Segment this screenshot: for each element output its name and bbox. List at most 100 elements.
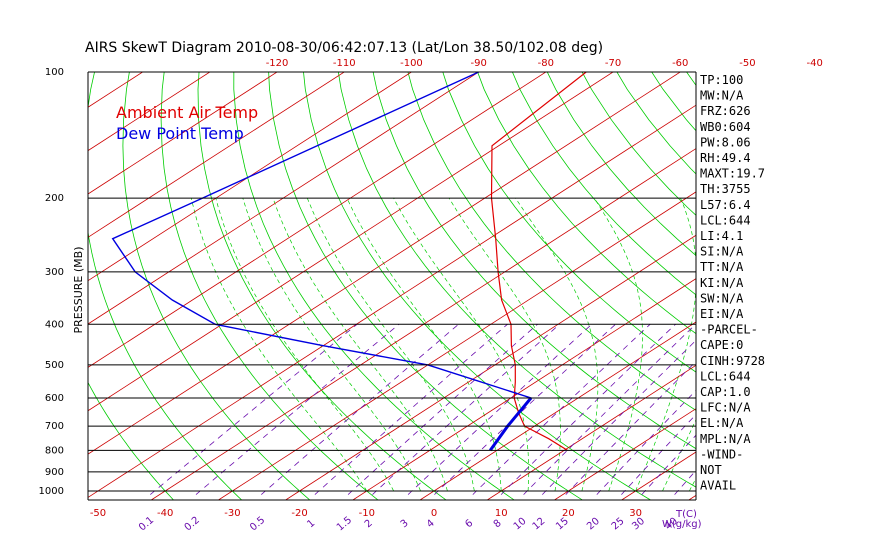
side-panel-line: CINH:9728: [700, 354, 765, 368]
isotherm-line: [88, 72, 614, 412]
bottom-temp-tick-label: -30: [224, 508, 240, 519]
top-temp-tick-labels: -120 -110 -100 -90 -80 -70 -60 -50 -40: [266, 58, 823, 69]
side-panel-line: L57:6.4: [700, 198, 751, 212]
mixing-ratio-line: [261, 323, 459, 495]
pressure-tick-label: 300: [45, 267, 64, 278]
x-axis-label: T(C): [675, 509, 697, 520]
mixing-ratio-lines: [150, 323, 696, 495]
isotherm-line: [420, 321, 696, 500]
side-panel-line: NOT: [700, 463, 722, 477]
y-axis-label: PRESSURE (MB): [72, 247, 85, 334]
dry-adiabat-line: [511, 72, 696, 296]
isotherm-line: [88, 72, 345, 238]
side-panel-line: MPL:N/A: [700, 432, 751, 446]
mixing-ratio-line: [621, 413, 696, 495]
top-temp-tick-label: -110: [333, 58, 356, 69]
moist-adiabat-line: [346, 197, 502, 491]
side-panel-line: -WIND-: [700, 447, 743, 461]
mixing-ratio-line: [523, 324, 696, 495]
dry-adiabat-line: [160, 72, 379, 500]
mixing-ratio-line: [434, 324, 616, 495]
dry-adiabat-line: [372, 72, 696, 450]
grid-lines: [0, 53, 870, 500]
top-temp-tick-label: -120: [266, 58, 289, 69]
pressure-tick-label: 200: [45, 193, 64, 204]
moist-adiabat-line: [242, 197, 421, 492]
side-panel-line: CAPE:0: [700, 338, 743, 352]
mixing-ratio-tick-label: 0.1: [137, 515, 156, 534]
dry-adiabat-line: [407, 72, 696, 411]
isotherm-line: [554, 408, 696, 500]
side-panel-line: FRZ:626: [700, 104, 751, 118]
mixing-ratio-line: [565, 360, 696, 495]
dry-adiabat-line: [233, 72, 515, 500]
bottom-temp-tick-label: -10: [359, 508, 375, 519]
pressure-tick-label: 600: [45, 393, 64, 404]
mixing-ratio-tick-label: 6: [463, 518, 475, 531]
dry-adiabat-line: [774, 53, 870, 500]
top-temp-tick-label: -80: [538, 58, 554, 69]
mixing-ratio-tick-label: 1: [305, 518, 317, 531]
side-panel-line: LI:4.1: [700, 229, 743, 243]
side-panel-line: SW:N/A: [700, 291, 744, 305]
mixing-ratio-tick-label: 8: [492, 518, 504, 531]
mixing-ratio-tick-label: 12: [531, 516, 548, 533]
side-panel-line: EI:N/A: [700, 307, 744, 321]
bottom-temp-tick-label: 0: [431, 508, 437, 519]
dry-adiabat-line: [88, 381, 174, 500]
isotherm-line: [285, 234, 696, 500]
moist-adiabat-line: [190, 198, 368, 492]
side-panel-line: WB0:604: [700, 120, 751, 134]
side-panel-line: TT:N/A: [700, 260, 744, 274]
mixing-ratio-tick-label: 0.5: [248, 515, 267, 534]
moist-adiabat-line: [393, 197, 530, 491]
isotherm-line: [756, 53, 870, 500]
side-panel-line: LFC:N/A: [700, 401, 751, 415]
moist-adiabat-line: [635, 197, 696, 492]
mixing-ratio-tick-label: 3: [399, 518, 411, 531]
top-temp-tick-label: -50: [739, 58, 755, 69]
dry-adiabat-line: [88, 72, 242, 500]
isotherm-line: [88, 72, 681, 455]
dry-adiabat-line: [477, 72, 696, 335]
bottom-temp-tick-label: -50: [90, 508, 106, 519]
isotherm-line: [88, 72, 278, 195]
isotherm-line: [151, 148, 696, 500]
moist-adiabat-line: [662, 418, 696, 492]
isotherm-line: [352, 278, 696, 500]
dry-adiabat-line: [268, 72, 583, 500]
side-panel-line: MAXT:19.7: [700, 167, 765, 181]
isotherm-line: [88, 72, 413, 282]
side-panel-line: SI:N/A: [700, 245, 744, 259]
isotherm-line: [88, 72, 211, 152]
mixing-ratio-line: [195, 323, 400, 495]
side-panel-line: -PARCEL-: [700, 323, 758, 337]
isotherm-line: [0, 53, 38, 500]
legend-dew-point: Dew Point Temp: [116, 124, 244, 143]
isotherm-line: [823, 53, 870, 500]
dry-adiabat-line: [741, 53, 870, 500]
side-panel-line: EL:N/A: [700, 416, 744, 430]
dry-adiabat-line: [546, 72, 696, 256]
isotherm-line: [218, 191, 696, 500]
pressure-tick-label: 500: [45, 360, 64, 371]
isotherm-line: [487, 364, 696, 500]
bottom-temp-tick-labels: -50 -40 -30 -20 -10 0 10 20 30: [90, 508, 642, 519]
side-panel-line: RH:49.4: [700, 151, 751, 165]
dry-adiabat-line: [842, 53, 870, 500]
mixing-ratio-line: [542, 339, 696, 495]
mixing-ratio-tick-label: 20: [585, 516, 602, 533]
mixing-ratio-line: [150, 323, 358, 495]
mixing-ratio-tick-label: 25: [610, 516, 627, 533]
moist-adiabat-line: [272, 197, 448, 492]
dry-adiabat-line: [122, 72, 310, 500]
mixing-ratio-tick-labels: 0.1 0.2 0.5 1 1.5 2 3 4 6 8 10 12 15 20 25 30 40: [137, 515, 680, 534]
isotherm-line: [88, 72, 547, 368]
bottom-temp-tick-label: -40: [157, 508, 173, 519]
side-panel-line: LCL:644: [700, 369, 751, 383]
moist-adiabat-line: [593, 197, 643, 492]
series-ambient-temp-line: [490, 72, 587, 451]
pressure-tick-labels: 100 200 300 400 500 600 700 800 900 1000: [39, 67, 64, 497]
dry-adiabat-line: [337, 72, 696, 488]
side-panel-line: LCL:644: [700, 213, 751, 227]
